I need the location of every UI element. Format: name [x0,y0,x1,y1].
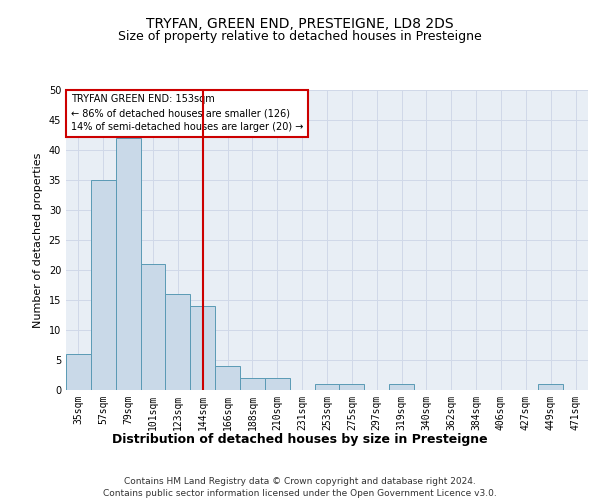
Text: Contains HM Land Registry data © Crown copyright and database right 2024.: Contains HM Land Registry data © Crown c… [124,478,476,486]
Bar [240,378,265,390]
Bar [340,384,364,390]
Bar [265,378,290,390]
Text: Distribution of detached houses by size in Presteigne: Distribution of detached houses by size … [112,432,488,446]
Bar [314,384,340,390]
Bar [389,384,414,390]
Bar [538,384,563,390]
Bar [66,354,91,390]
Text: TRYFAN GREEN END: 153sqm
← 86% of detached houses are smaller (126)
14% of semi-: TRYFAN GREEN END: 153sqm ← 86% of detach… [71,94,304,132]
Text: Contains public sector information licensed under the Open Government Licence v3: Contains public sector information licen… [103,489,497,498]
Bar [215,366,240,390]
Bar [91,180,116,390]
Text: Size of property relative to detached houses in Presteigne: Size of property relative to detached ho… [118,30,482,43]
Text: TRYFAN, GREEN END, PRESTEIGNE, LD8 2DS: TRYFAN, GREEN END, PRESTEIGNE, LD8 2DS [146,18,454,32]
Bar [116,138,140,390]
Y-axis label: Number of detached properties: Number of detached properties [33,152,43,328]
Bar [190,306,215,390]
Bar [166,294,190,390]
Bar [140,264,166,390]
